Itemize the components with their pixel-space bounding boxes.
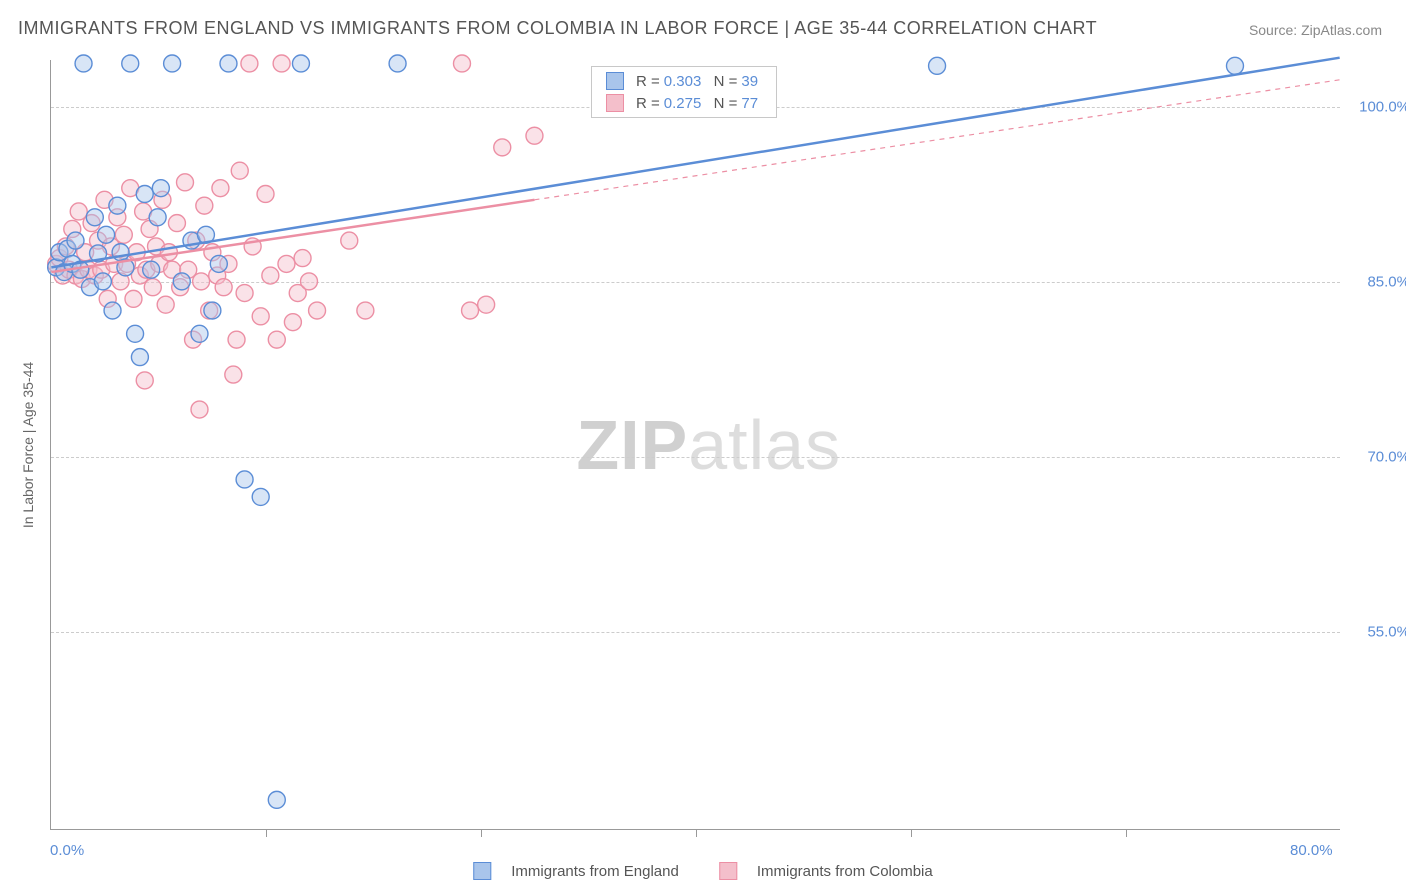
scatter-point xyxy=(144,279,161,296)
chart-title: IMMIGRANTS FROM ENGLAND VS IMMIGRANTS FR… xyxy=(18,18,1097,39)
bottom-label-england: Immigrants from England xyxy=(511,863,679,880)
bottom-swatch-england xyxy=(473,862,491,880)
scatter-point xyxy=(262,267,279,284)
scatter-point xyxy=(526,127,543,144)
n-value-england: 39 xyxy=(741,73,758,90)
scatter-point xyxy=(164,55,181,72)
scatter-point xyxy=(136,372,153,389)
scatter-point xyxy=(309,302,326,319)
scatter-point xyxy=(157,296,174,313)
scatter-point xyxy=(389,55,406,72)
plot-area: ZIPatlas 55.0%70.0%85.0%100.0% R = 0.303… xyxy=(50,60,1340,830)
scatter-point xyxy=(478,296,495,313)
scatter-point xyxy=(127,325,144,342)
scatter-point xyxy=(341,232,358,249)
scatter-point xyxy=(104,302,121,319)
scatter-point xyxy=(177,174,194,191)
scatter-point xyxy=(454,55,471,72)
r-label: R = xyxy=(636,95,660,112)
bottom-legend-england: Immigrants from England xyxy=(473,862,679,880)
n-value-colombia: 77 xyxy=(741,95,758,112)
scatter-point xyxy=(284,314,301,331)
x-tick-label: 80.0% xyxy=(1290,842,1333,859)
scatter-point xyxy=(149,209,166,226)
scatter-point xyxy=(125,290,142,307)
scatter-point xyxy=(228,331,245,348)
scatter-point xyxy=(236,471,253,488)
y-tick-label: 55.0% xyxy=(1350,623,1406,640)
scatter-point xyxy=(86,209,103,226)
scatter-point xyxy=(929,57,946,74)
scatter-point xyxy=(173,273,190,290)
bottom-legend-colombia: Immigrants from Colombia xyxy=(719,862,933,880)
scatter-point xyxy=(268,791,285,808)
scatter-point xyxy=(115,226,132,243)
scatter-svg xyxy=(51,60,1340,829)
r-value-colombia: 0.275 xyxy=(664,95,702,112)
scatter-point xyxy=(212,180,229,197)
scatter-point xyxy=(136,186,153,203)
scatter-point xyxy=(152,180,169,197)
scatter-point xyxy=(109,197,126,214)
n-label: N = xyxy=(714,95,738,112)
scatter-point xyxy=(278,255,295,272)
source-attribution: Source: ZipAtlas.com xyxy=(1249,22,1382,38)
scatter-point xyxy=(494,139,511,156)
bottom-label-colombia: Immigrants from Colombia xyxy=(757,863,933,880)
r-value-england: 0.303 xyxy=(664,73,702,90)
r-label: R = xyxy=(636,73,660,90)
scatter-point xyxy=(131,349,148,366)
scatter-point xyxy=(236,285,253,302)
bottom-swatch-colombia xyxy=(719,862,737,880)
scatter-point xyxy=(94,273,111,290)
scatter-point xyxy=(143,261,160,278)
legend-row-colombia: R = 0.275 N = 77 xyxy=(592,92,776,114)
y-tick-label: 85.0% xyxy=(1350,273,1406,290)
correlation-legend: R = 0.303 N = 39 R = 0.275 N = 77 xyxy=(591,66,777,118)
scatter-point xyxy=(193,273,210,290)
scatter-point xyxy=(210,255,227,272)
scatter-point xyxy=(268,331,285,348)
scatter-point xyxy=(215,279,232,296)
scatter-point xyxy=(196,197,213,214)
scatter-point xyxy=(225,366,242,383)
scatter-point xyxy=(292,55,309,72)
scatter-point xyxy=(231,162,248,179)
scatter-point xyxy=(252,488,269,505)
scatter-point xyxy=(252,308,269,325)
scatter-point xyxy=(191,401,208,418)
x-tick-label: 0.0% xyxy=(50,842,84,859)
scatter-point xyxy=(122,55,139,72)
scatter-point xyxy=(1226,57,1243,74)
scatter-point xyxy=(98,226,115,243)
y-tick-label: 70.0% xyxy=(1350,448,1406,465)
scatter-point xyxy=(191,325,208,342)
legend-row-england: R = 0.303 N = 39 xyxy=(592,70,776,92)
scatter-point xyxy=(168,215,185,232)
scatter-point xyxy=(294,250,311,267)
scatter-point xyxy=(301,273,318,290)
scatter-point xyxy=(257,186,274,203)
y-axis-label: In Labor Force | Age 35-44 xyxy=(20,362,36,528)
scatter-point xyxy=(357,302,374,319)
n-label: N = xyxy=(714,73,738,90)
legend-swatch-colombia xyxy=(606,94,624,112)
scatter-point xyxy=(220,55,237,72)
legend-swatch-england xyxy=(606,72,624,90)
scatter-point xyxy=(204,302,221,319)
scatter-point xyxy=(67,232,84,249)
y-tick-label: 100.0% xyxy=(1350,98,1406,115)
scatter-point xyxy=(75,55,92,72)
scatter-point xyxy=(462,302,479,319)
scatter-point xyxy=(241,55,258,72)
bottom-legend: Immigrants from England Immigrants from … xyxy=(473,862,932,880)
scatter-point xyxy=(273,55,290,72)
